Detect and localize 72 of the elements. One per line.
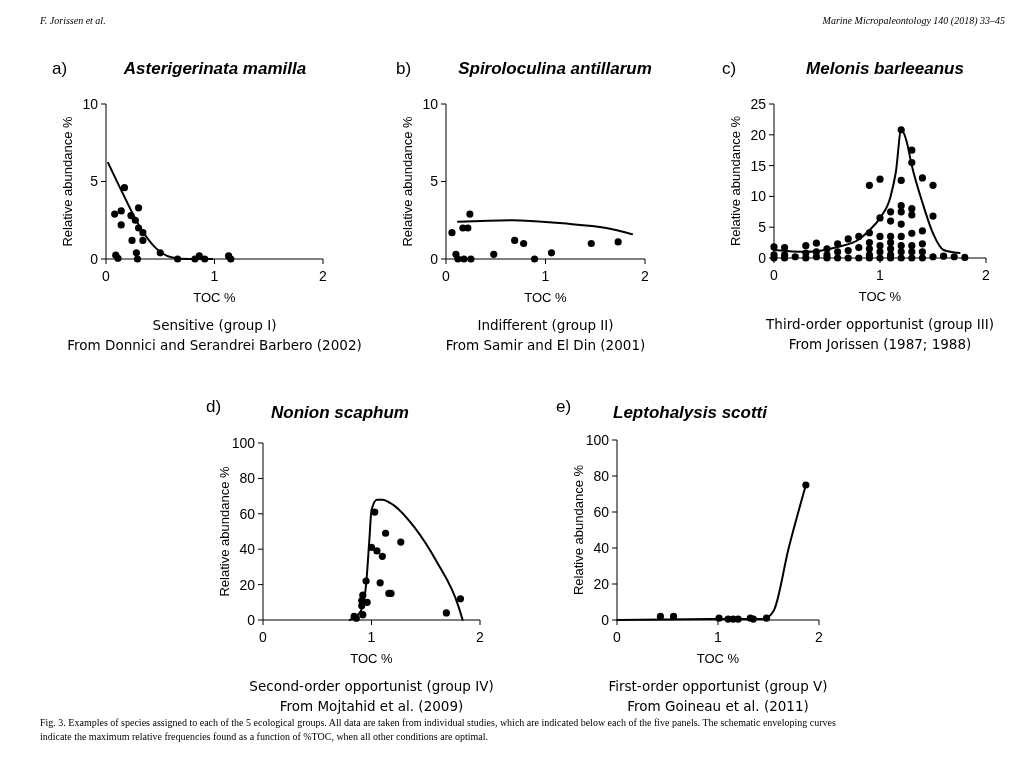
y-tick-label: 80: [593, 467, 610, 484]
x-axis-title: TOC %: [696, 651, 740, 666]
chart-title: Asterigerinata mamilla: [122, 59, 307, 78]
x-tick-label: 0: [770, 267, 779, 283]
x-tick-label: 0: [613, 629, 622, 645]
y-tick-label: 25: [750, 95, 767, 112]
y-tick-label: 80: [239, 470, 256, 487]
text: From Jorissen (1987; 1988): [788, 336, 972, 352]
y-tick-label: 0: [758, 249, 767, 266]
x-axis-title: TOC %: [350, 651, 394, 666]
text: Marine Micropaleontology 140 (2018) 33–45: [821, 15, 1005, 27]
text: e): [556, 397, 572, 416]
x-tick-label: 2: [476, 629, 485, 645]
y-tick-label: 40: [239, 541, 256, 558]
y-tick-label: 15: [750, 157, 767, 174]
y-axis-title: Relative abundance %: [728, 115, 743, 247]
y-axis-title: Relative abundance %: [571, 464, 586, 596]
text: From Mojtahid et al. (2009): [279, 698, 464, 714]
y-tick-label: 0: [90, 250, 99, 267]
caption: Fig. 3. Examples of species assigned to each of the 5 ecological groups. All data are taken from individual studies, which are indicated below each of the five panels. The schematic enveloping curves indicate the maximum relative frequencies found as a function of %TOC, when all other conditions are optimal.: [40, 717, 837, 742]
chart-title: Melonis barleeanus: [806, 59, 964, 78]
y-tick-label: 10: [82, 95, 99, 112]
text: From Donnici and Serandrei Barbero (2002): [67, 337, 362, 353]
y-tick-label: 40: [593, 539, 610, 556]
y-axis-title: Relative abundance %: [400, 116, 415, 247]
y-tick-label: 5: [90, 173, 99, 190]
chart-title: Nonion scaphum: [271, 403, 409, 422]
text: d): [206, 397, 222, 416]
y-tick-label: 20: [593, 575, 610, 592]
text: F. Jorissen et al.: [39, 15, 106, 26]
x-tick-label: 2: [982, 267, 991, 283]
x-tick-label: 1: [541, 268, 550, 284]
y-tick-label: 60: [239, 505, 256, 522]
y-tick-label: 10: [422, 95, 439, 112]
x-tick-label: 2: [641, 268, 650, 284]
y-tick-label: 0: [601, 611, 610, 628]
chart-title: Spiroloculina antillarum: [458, 59, 652, 78]
y-axis-title: Relative abundance %: [217, 466, 232, 597]
text: Third-order opportunist (group III): [765, 316, 994, 332]
y-tick-label: 100: [585, 431, 610, 448]
x-tick-label: 1: [876, 267, 885, 283]
text: Sensitive (group I): [152, 317, 277, 333]
x-tick-label: 2: [815, 629, 824, 645]
x-tick-label: 0: [259, 629, 268, 645]
text: From Goineau et al. (2011): [627, 698, 809, 714]
x-tick-label: 0: [102, 268, 111, 284]
text: Indifferent (group II): [477, 317, 614, 333]
text: a): [52, 59, 68, 78]
x-tick-label: 1: [714, 629, 723, 645]
text: From Samir and El Din (2001): [445, 337, 646, 353]
chart-title: Leptohalysis scotti: [613, 403, 769, 422]
y-tick-label: 100: [231, 434, 256, 451]
y-tick-label: 20: [239, 576, 256, 593]
y-tick-label: 5: [430, 173, 439, 190]
text: Second-order opportunist (group IV): [249, 678, 494, 694]
x-tick-label: 2: [319, 268, 328, 284]
text: c): [722, 59, 737, 78]
x-axis-title: TOC %: [193, 290, 237, 305]
text: b): [396, 59, 412, 78]
y-tick-label: 10: [750, 188, 767, 205]
y-tick-label: 60: [593, 503, 610, 520]
x-axis-title: TOC %: [524, 290, 568, 305]
y-tick-label: 20: [750, 126, 767, 143]
y-tick-label: 0: [430, 250, 439, 267]
x-axis-title: TOC %: [858, 289, 902, 304]
text: First-order opportunist (group V): [608, 678, 828, 694]
x-tick-label: 1: [210, 268, 219, 284]
y-tick-label: 0: [247, 611, 256, 628]
y-tick-label: 5: [758, 219, 767, 236]
x-tick-label: 0: [442, 268, 451, 284]
x-tick-label: 1: [367, 629, 376, 645]
y-axis-title: Relative abundance %: [60, 116, 75, 247]
